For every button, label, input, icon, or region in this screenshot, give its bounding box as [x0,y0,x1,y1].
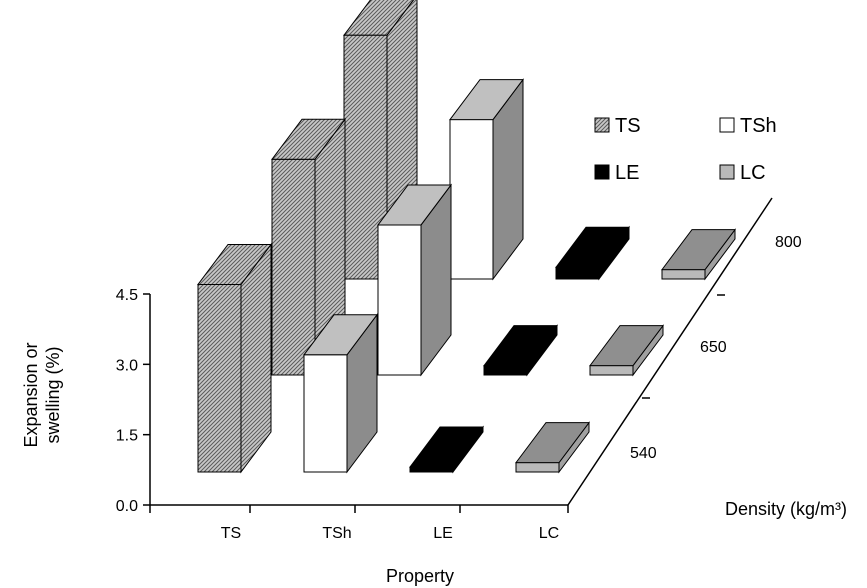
legend-swatch-le [594,164,610,180]
legend-swatch-lc [719,164,735,180]
x-tick-label-lc: LC [539,525,559,542]
legend-label-ts: TS [615,115,641,137]
bar-le-650 [483,324,558,377]
depth-tick-label-650: 650 [700,339,727,356]
bar-front-lc-540 [515,462,560,473]
y-axis-title-line-1: Expansion or [21,342,41,447]
bar-top-tsh-540 [303,314,378,356]
bar-front-le-800 [555,266,600,280]
x-tick-label-tsh: TSh [322,525,351,542]
bar-top-le-650 [483,325,558,367]
y-ticks: 0.0 1.5 3.0 4.5 [116,287,150,515]
x-tick-label-ts: TS [221,525,241,542]
bar-top-tsh-800 [449,79,524,121]
legend-label-le: LE [615,162,639,184]
bar-top-ts-650 [271,118,346,160]
depth-axis-title: Density (kg/m³) [725,499,847,519]
bar-front-tsh-540 [303,354,348,473]
bar-front-lc-800 [661,269,706,280]
bar-ts-540 [197,242,272,474]
bar-tsh-540 [303,313,378,474]
bar-front-le-540 [409,466,454,473]
bar-ts-650 [271,117,346,377]
bar-lc-650 [589,324,664,377]
bar-tsh-800 [449,78,524,281]
legend-label-lc: LC [740,162,766,184]
bar-front-lc-650 [589,365,634,376]
bar-lc-800 [661,228,736,281]
bar-front-ts-540 [197,283,242,473]
y-tick-label-1: 1.5 [116,428,138,445]
y-axis-title-line-2: swelling (%) [43,346,63,443]
legend-swatch-ts [594,117,610,133]
x-tick-label-le: LE [433,525,453,542]
legend-swatch-tsh [719,117,735,133]
y-tick-label-0: 0.0 [116,498,138,515]
bar-front-le-650 [483,365,528,376]
legend: TS TSh LE LC [594,115,777,184]
bar-top-ts-800 [342,0,415,36]
legend-label-tsh: TSh [740,115,777,137]
bar-top-lc-650 [589,325,664,367]
bar-top-le-800 [555,226,630,268]
bar-top-tsh-650 [377,184,452,226]
bar-top-ts-540 [197,243,272,285]
bar-front-tsh-650 [377,224,422,376]
x-axis-title: Property [386,566,454,586]
bar-top-lc-800 [661,229,736,271]
bar-lc-540 [515,421,590,474]
depth-tick-label-800: 800 [775,234,802,251]
bar-le-540 [409,425,484,474]
bar-top-lc-540 [515,422,590,464]
depth-axis-line [567,197,773,506]
depth-ticks: 540 650 800 [630,234,802,462]
bar-tsh-650 [377,183,452,377]
y-tick-label-2: 3.0 [116,357,138,374]
y-axis-title: Expansion or swelling (%) [21,342,63,447]
depth-tick-label-540: 540 [630,445,657,462]
bars-group [197,0,736,474]
bar-le-800 [555,225,630,281]
bar-top-le-540 [409,426,484,468]
bar-front-ts-650 [271,158,316,376]
y-tick-label-3: 4.5 [116,287,138,304]
x-ticks: TS TSh LE LC [149,505,569,542]
bar-front-tsh-800 [449,119,494,280]
